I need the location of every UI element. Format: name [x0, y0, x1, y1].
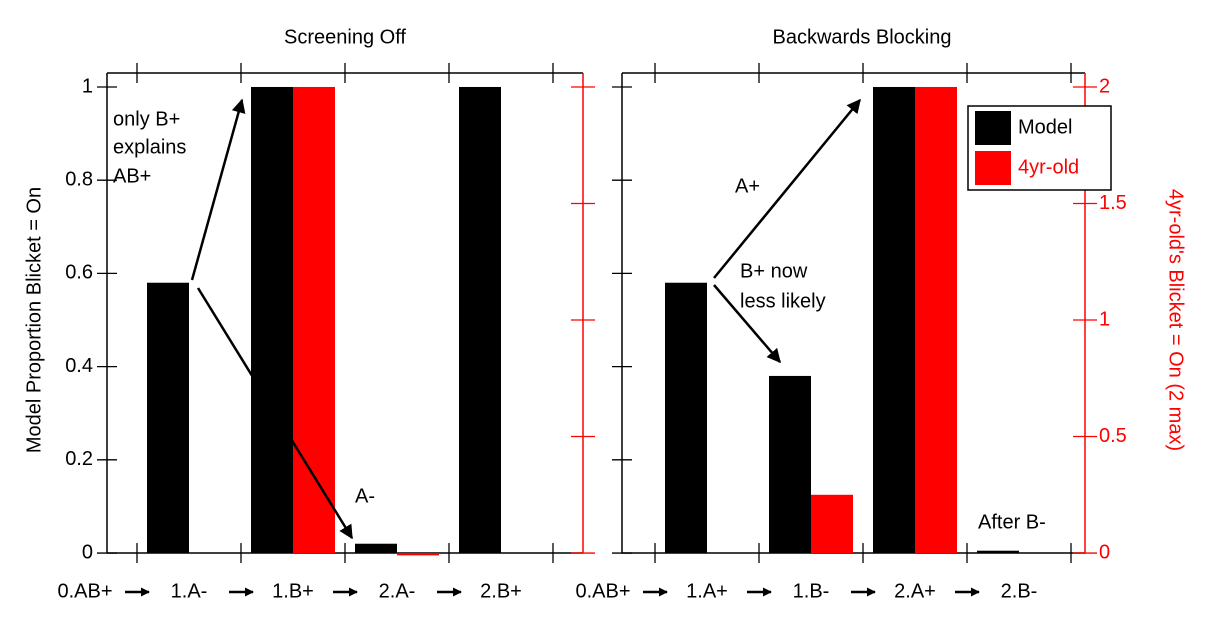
y-tick-label: 0	[82, 541, 93, 563]
x-tick-label: 1.A+	[686, 580, 728, 602]
bar	[293, 86, 335, 554]
x-tick-label: 2.A+	[894, 580, 936, 602]
chart-title: Backwards Blocking	[773, 26, 952, 48]
legend-swatch	[975, 111, 1011, 145]
bar	[355, 543, 397, 554]
y-tick-label: 1	[82, 75, 93, 97]
x-tick-label: 1.A-	[171, 580, 208, 602]
x-tick-label: 1.B-	[793, 580, 830, 602]
annotation: B+ now	[740, 260, 808, 282]
x-tick-label: 2.B+	[480, 580, 522, 602]
bar	[147, 282, 189, 554]
annotation: A-	[355, 485, 375, 507]
annotation-arrow	[190, 98, 246, 281]
x-tick-label: 0.AB+	[575, 580, 630, 602]
annotation: AB+	[113, 165, 151, 187]
y-tick-label: 0.2	[65, 448, 93, 470]
annotation: only B+	[113, 108, 180, 130]
annotation-arrow	[713, 98, 861, 279]
bar	[251, 86, 293, 554]
y2-tick-label: 0.5	[1099, 425, 1127, 447]
annotation-arrow	[196, 287, 354, 540]
y2-tick-label: 1	[1099, 308, 1110, 330]
x-tick-label: 2.B-	[1001, 580, 1038, 602]
y2-tick-label: 0	[1099, 541, 1110, 563]
y-axis-label: Model Proportion Blicket = On	[23, 187, 45, 453]
y-tick-label: 0.8	[65, 168, 93, 190]
bar	[459, 86, 501, 554]
legend-label: Model	[1018, 116, 1072, 138]
y2-axis-label: 4yr-old's Blicket = On (2 max)	[1165, 189, 1187, 451]
x-tick-label: 1.B+	[272, 580, 314, 602]
bar	[977, 550, 1019, 554]
y-tick-label: 0.4	[65, 355, 93, 377]
bar	[873, 86, 915, 554]
bar	[397, 553, 439, 556]
chart-title: Screening Off	[284, 26, 406, 48]
bar	[769, 375, 811, 554]
annotation: less likely	[740, 290, 826, 312]
y2-tick-label: 2	[1099, 75, 1110, 97]
legend-label: 4yr-old	[1018, 156, 1079, 178]
legend-swatch	[975, 151, 1011, 185]
annotation: A+	[735, 175, 760, 197]
annotation: After B-	[978, 511, 1046, 533]
bar	[915, 86, 957, 554]
annotation: explains	[113, 136, 186, 158]
x-tick-label: 0.AB+	[57, 580, 112, 602]
x-tick-label: 2.A-	[379, 580, 416, 602]
bar	[665, 282, 707, 554]
y-tick-label: 0.6	[65, 262, 93, 284]
y2-tick-label: 1.5	[1099, 192, 1127, 214]
annotation-arrow	[713, 284, 781, 364]
bar	[811, 494, 853, 554]
